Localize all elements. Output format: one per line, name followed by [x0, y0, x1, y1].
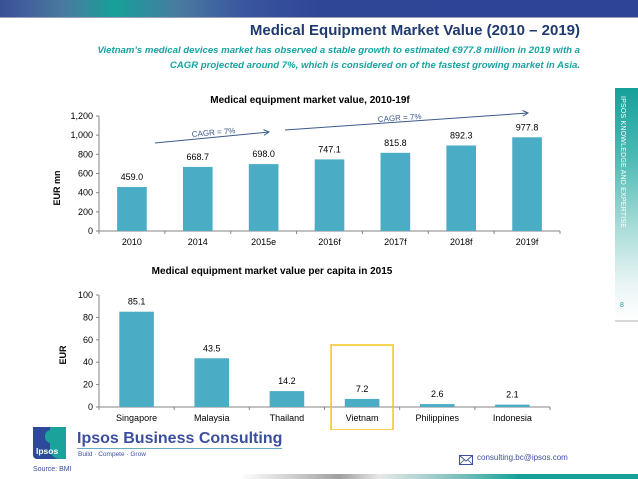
bar-2016f — [314, 159, 345, 231]
ipsos-logo: Ipsos — [33, 427, 66, 459]
y-tick-label: 600 — [78, 169, 93, 179]
x-tick-label: 2014 — [188, 237, 208, 245]
brand-tagline: Build · Compete · Grow — [78, 451, 146, 458]
arrowhead-icon — [522, 110, 530, 117]
chart1-title: Medical equipment market value, 2010-19f — [210, 95, 410, 106]
highlight-box-vietnam — [330, 344, 394, 430]
chart2-y-axis-label: EUR — [58, 345, 68, 365]
data-label: 459.0 — [121, 172, 144, 182]
bar-2015e — [248, 164, 279, 231]
y-tick-label: 40 — [83, 357, 93, 367]
subtitle-line-1: Vietnam’s medical devices market has obs… — [97, 45, 580, 56]
cagr-arrow-line — [154, 131, 270, 144]
chart2-title: Medical equipment market value per capit… — [152, 266, 393, 277]
data-label: 815.8 — [384, 138, 407, 148]
y-tick-label: 200 — [78, 207, 93, 217]
x-tick-label: Indonesia — [493, 413, 532, 423]
email-link[interactable]: consulting.bc@ipsos.com — [477, 453, 568, 462]
data-label: 2.1 — [506, 390, 519, 400]
y-tick-label: 80 — [83, 312, 93, 322]
data-label: 14.2 — [278, 376, 296, 386]
y-tick-label: 1,200 — [70, 111, 93, 121]
side-tab — [615, 88, 638, 320]
page-number: 8 — [620, 302, 624, 309]
brand-name: Ipsos Business Consulting — [77, 430, 283, 449]
y-tick-label: 0 — [88, 226, 93, 236]
x-tick-label: 2010 — [122, 237, 142, 245]
per-capita-chart: Medical equipment market value per capit… — [58, 266, 551, 430]
data-label: 2.6 — [431, 389, 444, 399]
x-tick-label: 2017f — [384, 237, 407, 245]
x-tick-label: 2015e — [251, 237, 276, 245]
subtitle-line-2: CAGR projected around 7%, which is consi… — [169, 60, 580, 71]
data-label: 85.1 — [128, 297, 146, 307]
x-tick-label: Philippines — [415, 413, 459, 423]
x-tick-label: 2016f — [318, 237, 341, 245]
bar-thailand — [269, 391, 305, 407]
bar-indonesia — [495, 404, 530, 407]
y-tick-label: 100 — [78, 290, 93, 300]
bar-2018f — [446, 145, 477, 231]
source-note: Source: BMI — [33, 466, 72, 473]
bar-singapore — [119, 311, 154, 407]
cagr-label: CAGR = 7% — [191, 126, 235, 139]
y-tick-label: 400 — [78, 188, 93, 198]
bar-2017f — [380, 152, 411, 231]
bar-malaysia — [194, 358, 230, 407]
x-tick-label: 2018f — [450, 237, 473, 245]
y-tick-label: 60 — [83, 335, 93, 345]
page-subtitle: Vietnam’s medical devices market has obs… — [60, 43, 580, 73]
x-tick-label: Singapore — [116, 413, 157, 423]
page-title: Medical Equipment Market Value (2010 – 2… — [249, 22, 580, 39]
footer-bar — [240, 474, 638, 479]
y-tick-label: 1,000 — [70, 130, 93, 140]
x-tick-label: Malaysia — [194, 413, 230, 423]
cagr-label: CAGR = 7% — [378, 112, 422, 124]
logo-head-shape — [45, 430, 57, 443]
data-label: 7.2 — [356, 384, 369, 394]
data-label: 892.3 — [450, 130, 473, 140]
logo-text: Ipsos — [36, 446, 59, 456]
arrowhead-icon — [263, 129, 271, 136]
envelope-icon — [459, 455, 473, 465]
side-tab-shadow — [615, 320, 638, 322]
data-label: 698.0 — [252, 149, 275, 159]
header-bar — [0, 0, 638, 18]
x-tick-label: Thailand — [270, 413, 305, 423]
data-label: 747.1 — [318, 144, 341, 154]
x-tick-label: Vietnam — [346, 413, 379, 423]
x-tick-label: 2019f — [516, 237, 539, 245]
bar-2014 — [182, 166, 213, 231]
y-tick-label: 800 — [78, 149, 93, 159]
bar-2019f — [512, 137, 542, 231]
chart1-y-axis-label: EUR mn — [52, 170, 62, 205]
data-label: 977.8 — [516, 122, 539, 132]
bar-vietnam — [344, 398, 380, 407]
y-tick-label: 20 — [83, 380, 93, 390]
data-label: 668.7 — [187, 152, 210, 162]
bar-2010 — [117, 187, 147, 231]
bar-philippines — [419, 404, 455, 407]
data-label: 43.5 — [203, 343, 221, 353]
side-tab-label: IPSOS KNOWLEDGE AND EXPERTISE — [619, 96, 626, 229]
y-tick-label: 0 — [88, 402, 93, 412]
market-value-chart: Medical equipment market value, 2010-19f… — [52, 95, 561, 245]
cagr-arrow-line — [284, 112, 529, 131]
